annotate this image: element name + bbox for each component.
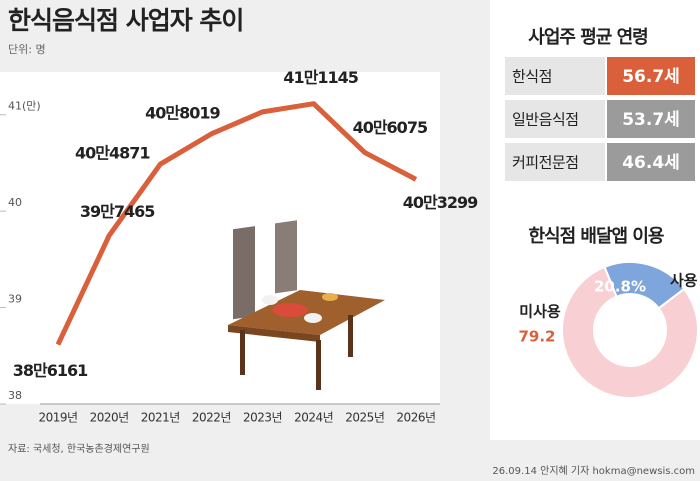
pie-category-label: 미사용	[519, 303, 561, 321]
table-cell	[607, 57, 695, 95]
data-label: 40만8019	[145, 103, 220, 122]
plot-background	[0, 72, 440, 404]
unit-label: 단위: 명	[8, 43, 46, 56]
table-cell	[505, 57, 605, 95]
table-cell	[607, 100, 695, 138]
data-label: 40만6075	[353, 118, 428, 137]
x-tick-label: 2026년	[396, 411, 435, 425]
x-tick-label: 2022년	[192, 411, 231, 425]
byline: 26.09.14 안지혜 기자 hokma@newsis.com	[492, 465, 695, 477]
pie-category-label: 사용	[670, 272, 698, 290]
table-title: 사업주 평균 연령	[528, 27, 647, 48]
pie-value-label: 20.8%	[594, 278, 646, 296]
footer-background	[0, 440, 700, 481]
table-label: 한식점	[512, 68, 552, 86]
pie-slice	[561, 265, 699, 399]
x-tick-label: 2023년	[243, 411, 282, 425]
table-cell	[607, 143, 695, 181]
y-tick-label: 38	[8, 389, 22, 402]
table-cell	[505, 100, 605, 138]
table-label: 커피전문점	[512, 154, 579, 172]
x-tick-label: 2021년	[141, 411, 180, 425]
table-value: 53.7세	[622, 110, 680, 130]
data-label: 38만6161	[13, 361, 88, 380]
table-value: 46.4세	[622, 153, 680, 173]
y-tick-label: 41(만)	[8, 100, 41, 113]
source: 자료: 국세청, 한국농촌경제연구원	[8, 442, 150, 455]
age-table: 한식점 56.7세 일반음식점 53.7세 커피전문점 46.4세	[505, 57, 695, 181]
line-series	[55, 101, 418, 346]
table-value: 56.7세	[622, 67, 680, 87]
table-illustration	[228, 220, 385, 390]
chart-title: 한식음식점 사업자 추이	[8, 6, 243, 35]
x-tick-label: 2019년	[38, 411, 77, 425]
table-cell	[505, 143, 605, 181]
table-label: 일반음식점	[512, 111, 579, 129]
pie-title: 한식점 배달앱 이용	[528, 226, 663, 247]
y-tick-label: 40	[8, 196, 22, 209]
pie-value-label: 79.2	[518, 328, 555, 346]
data-label: 40만3299	[403, 193, 478, 212]
x-tick-label: 2025년	[345, 411, 384, 425]
data-label: 40만4871	[75, 144, 150, 163]
data-label: 39만7465	[80, 202, 155, 221]
x-tick-label: 2024년	[294, 411, 333, 425]
y-tick-label: 39	[8, 293, 22, 306]
data-label: 41만1145	[283, 68, 358, 87]
x-tick-label: 2020년	[90, 411, 129, 425]
